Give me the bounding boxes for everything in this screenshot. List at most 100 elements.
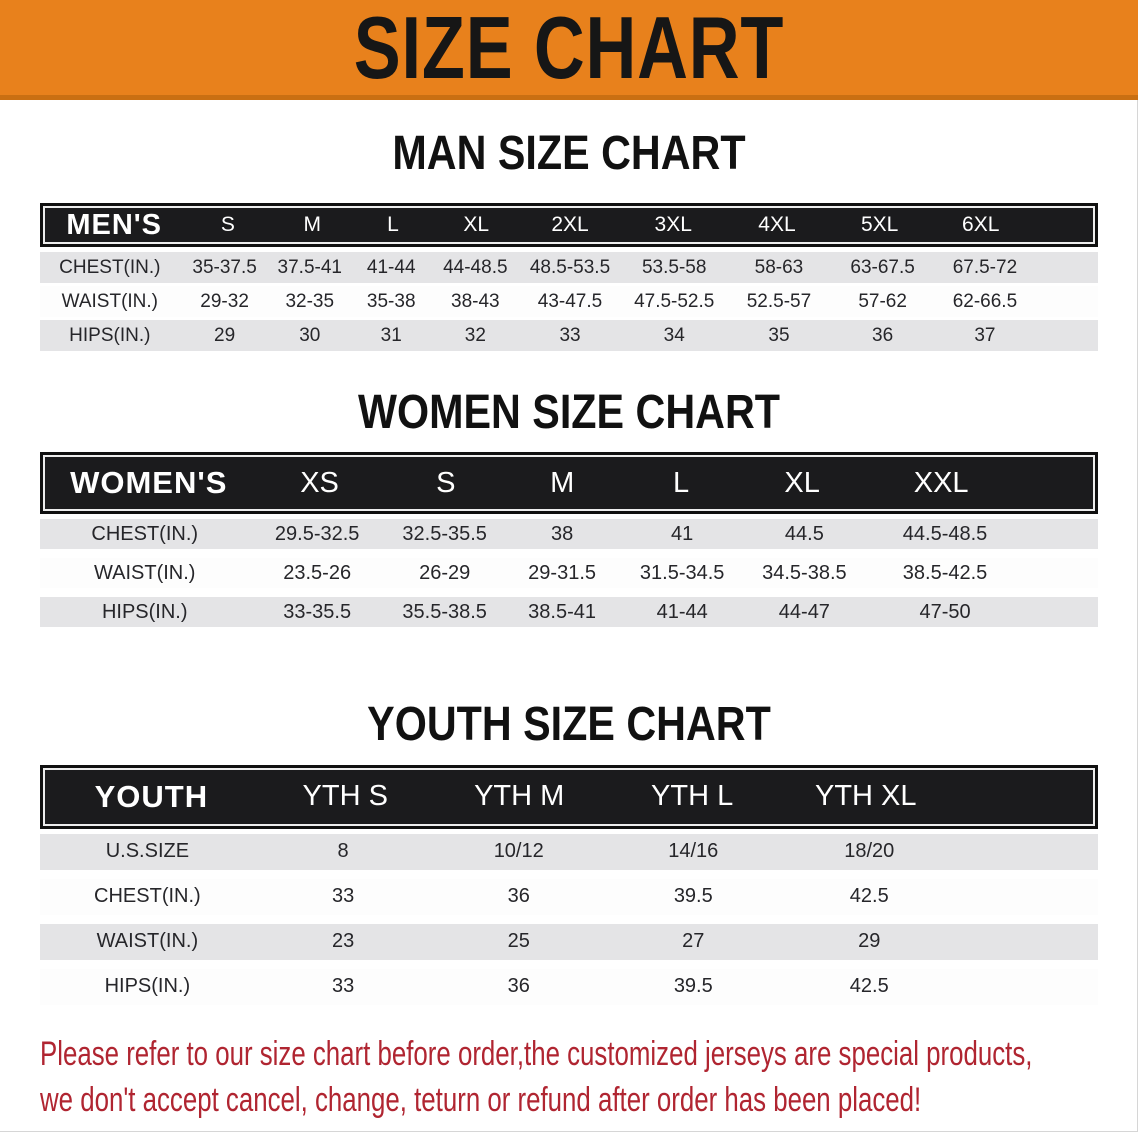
row-label: HIPS(IN.)	[69, 324, 151, 346]
men-section-title: MAN SIZE CHART	[392, 127, 746, 180]
size-cell: 38.5-42.5	[902, 561, 988, 584]
banner: SIZE CHART	[0, 0, 1138, 100]
women-col-header-xl: XL	[784, 466, 820, 499]
size-cell: 33-35.5	[283, 600, 352, 623]
disclaimer: Please refer to our size chart before or…	[40, 1031, 1138, 1123]
size-cell: 47.5-52.5	[634, 290, 715, 312]
women-col-header-m: M	[550, 466, 575, 499]
size-cell: 39.5	[673, 885, 713, 908]
youth-waist-row: WAIST(IN.) 23 25 27 29	[40, 923, 1098, 960]
women-col-header-xs: XS	[300, 466, 339, 499]
men-waist-row: WAIST(IN.) 29-32 32-35 35-38 38-43 43-47…	[40, 286, 1098, 318]
size-cell: 26-29	[419, 561, 471, 584]
size-cell: 32-35	[285, 290, 335, 312]
size-cell: 42.5	[849, 885, 889, 908]
banner-title: SIZE CHART	[353, 0, 785, 97]
men-size-table: MEN'S S M L XL 2XL 3XL 4XL 5XL 6XL CHEST…	[40, 203, 1098, 352]
size-cell: 41-44	[656, 600, 708, 623]
size-cell: 29	[214, 324, 236, 346]
size-cell: 36	[507, 885, 530, 908]
size-cell: 23.5-26	[283, 561, 352, 584]
size-cell: 35	[768, 324, 790, 346]
men-col-header-4xl: 4XL	[758, 213, 796, 237]
women-header-label: WOMEN'S	[70, 465, 228, 501]
size-cell: 35-38	[366, 290, 416, 312]
size-cell: 39.5	[673, 975, 713, 998]
men-section: MAN SIZE CHART MEN'S S M L XL 2XL 3XL 4X…	[0, 126, 1138, 352]
row-label: CHEST(IN.)	[94, 885, 201, 908]
row-label: U.S.SIZE	[105, 840, 190, 863]
men-col-header-2xl: 2XL	[551, 213, 589, 237]
women-table-header: WOMEN'S XS S M L XL XXL	[40, 452, 1098, 515]
women-col-header-s: S	[436, 466, 456, 499]
size-cell: 34	[663, 324, 685, 346]
women-section-title: WOMEN SIZE CHART	[358, 386, 780, 440]
size-cell: 36	[872, 324, 894, 346]
size-cell: 44.5-48.5	[902, 522, 988, 545]
size-cell: 67.5-72	[952, 256, 1018, 278]
women-col-header-xxl: XXL	[913, 466, 969, 499]
youth-ussize-row: U.S.SIZE 8 10/12 14/16 18/20	[40, 833, 1098, 870]
size-cell: 29-32	[200, 290, 249, 312]
size-cell: 30	[299, 324, 321, 346]
youth-header-label: YOUTH	[94, 778, 209, 814]
size-cell: 62-66.5	[952, 290, 1018, 312]
size-cell: 34.5-38.5	[762, 561, 847, 584]
size-cell: 18/20	[844, 840, 895, 863]
youth-hips-row: HIPS(IN.) 33 36 39.5 42.5	[40, 968, 1098, 1005]
size-cell: 41	[671, 522, 694, 545]
men-table-header: MEN'S S M L XL 2XL 3XL 4XL 5XL 6XL	[40, 203, 1098, 248]
size-cell: 31.5-34.5	[639, 561, 725, 584]
men-col-header-3xl: 3XL	[654, 213, 692, 237]
size-cell: 43-47.5	[537, 290, 603, 312]
size-cell: 32.5-35.5	[402, 522, 487, 545]
size-cell: 52.5-57	[746, 290, 812, 312]
size-cell: 41-44	[366, 256, 416, 278]
size-cell: 29-31.5	[528, 561, 597, 584]
row-label: WAIST(IN.)	[96, 930, 199, 953]
size-cell: 8	[337, 840, 349, 863]
youth-section-title: YOUTH SIZE CHART	[367, 698, 771, 752]
size-cell: 31	[380, 324, 402, 346]
size-cell: 38	[550, 522, 574, 545]
women-chest-row: CHEST(IN.) 29.5-32.5 32.5-35.5 38 41 44.…	[40, 519, 1098, 550]
youth-col-header-yth-m: YTH M	[474, 780, 565, 813]
men-col-header-s: S	[220, 213, 235, 237]
youth-chest-row: CHEST(IN.) 33 36 39.5 42.5	[40, 878, 1098, 915]
size-cell: 32	[464, 324, 486, 346]
size-cell: 48.5-53.5	[529, 256, 611, 278]
size-cell: 36	[507, 975, 530, 998]
size-cell: 14/16	[668, 840, 719, 863]
size-cell: 37	[974, 324, 996, 346]
size-cell: 37.5-41	[277, 256, 342, 278]
size-cell: 44.5	[784, 522, 824, 545]
men-col-header-xl: XL	[463, 213, 490, 237]
row-label: CHEST(IN.)	[59, 256, 161, 278]
row-label: WAIST(IN.)	[61, 290, 159, 312]
size-cell: 57-62	[858, 290, 907, 312]
size-cell: 29.5-32.5	[274, 522, 360, 545]
row-label: WAIST(IN.)	[94, 561, 196, 584]
youth-col-header-yth-l: YTH L	[651, 780, 734, 813]
disclaimer-line1: Please refer to our size chart before or…	[40, 1034, 1033, 1073]
size-cell: 33	[559, 324, 581, 346]
size-cell: 35-37.5	[192, 256, 257, 278]
women-hips-row: HIPS(IN.) 33-35.5 35.5-38.5 38.5-41 41-4…	[40, 597, 1098, 628]
size-cell: 35.5-38.5	[402, 600, 487, 623]
youth-col-header-yth-xl: YTH XL	[814, 780, 917, 813]
disclaimer-line2: we don't accept cancel, change, teturn o…	[40, 1080, 922, 1119]
row-label: HIPS(IN.)	[101, 600, 188, 623]
size-cell: 38-43	[451, 290, 500, 312]
men-col-header-6xl: 6XL	[962, 213, 1000, 237]
size-cell: 25	[507, 930, 530, 953]
size-cell: 10/12	[493, 840, 544, 863]
men-col-header-5xl: 5XL	[860, 213, 899, 237]
men-header-label: MEN'S	[66, 208, 162, 241]
youth-size-table: YOUTH YTH S YTH M YTH L YTH XL U.S.SIZE …	[40, 764, 1098, 1005]
youth-section: YOUTH SIZE CHART YOUTH YTH S YTH M YTH L…	[0, 697, 1138, 1005]
row-label: HIPS(IN.)	[104, 975, 191, 998]
size-cell: 27	[682, 930, 705, 953]
size-cell: 47-50	[919, 600, 971, 623]
row-label: CHEST(IN.)	[91, 522, 199, 545]
